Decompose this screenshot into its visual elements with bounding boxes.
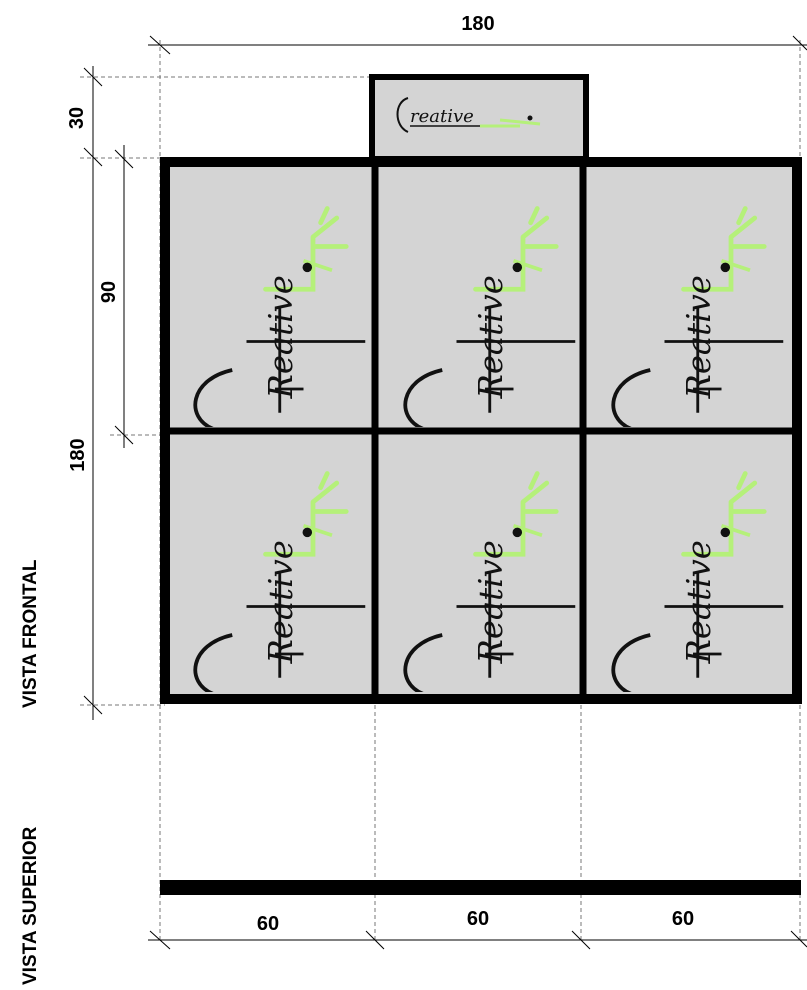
label-front-view: VISTA FRONTAL [20,559,41,708]
dim-bottom-1: 60 [257,913,279,935]
dim-header-height: 30 [66,107,88,129]
label-top-view: VISTA SUPERIOR [20,826,41,985]
dimension-lines [83,35,807,950]
dim-total-height: 180 [67,438,89,471]
top-view-bar [160,880,801,895]
dim-bottom-3: 60 [672,908,694,930]
dim-module-height: 90 [98,281,120,303]
header-panel [369,74,589,162]
dim-bottom-2: 60 [467,908,489,930]
dim-top-width: 180 [461,13,494,35]
